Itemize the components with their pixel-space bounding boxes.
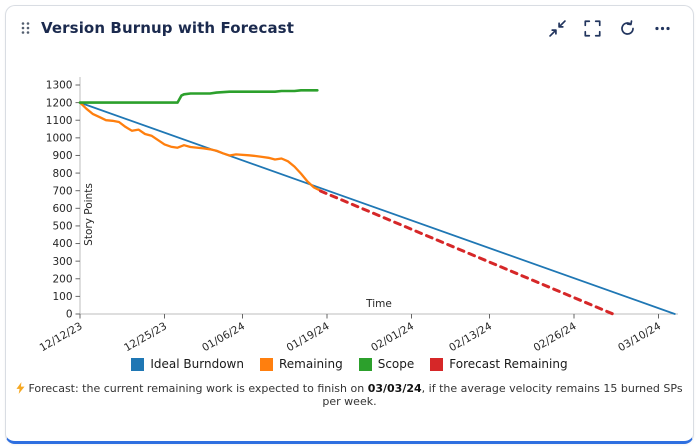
series-forecast-remaining xyxy=(319,189,615,316)
x-tick-label: 01/19/24 xyxy=(285,320,332,354)
forecast-date: 03/03/24 xyxy=(367,382,422,395)
series-scope xyxy=(78,88,319,104)
y-tick-label: 400 xyxy=(52,238,72,250)
forecast-note: Forecast: the current remaining work is … xyxy=(6,382,693,408)
forecast-text-prefix: Forecast: the current remaining work is … xyxy=(28,382,368,395)
series-ideal-burndown xyxy=(79,101,676,315)
legend-label: Ideal Burndown xyxy=(150,357,244,371)
legend-item-remaining[interactable]: Remaining xyxy=(259,357,343,371)
widget-header: Version Burnup with Forecast xyxy=(6,6,693,37)
burnup-chart: 0 100 200 300 400 500 600 700 800 900 1000 1100 1200… xyxy=(38,77,678,354)
forecast-text-suffix: , if the average velocity remains 15 bur… xyxy=(322,382,683,408)
x-tick-label: 02/13/24 xyxy=(447,320,494,354)
drag-handle-icon[interactable] xyxy=(20,20,31,36)
legend-label: Forecast Remaining xyxy=(449,357,568,371)
y-tick-label: 900 xyxy=(52,150,72,162)
y-tick-label: 600 xyxy=(52,203,72,215)
collapse-icon[interactable] xyxy=(549,19,566,37)
y-tick-label: 300 xyxy=(52,256,72,268)
y-tick-label: 1300 xyxy=(46,80,73,92)
x-axis-label: Time xyxy=(365,298,392,310)
y-tick-label: 1100 xyxy=(46,115,73,127)
legend-label: Remaining xyxy=(278,357,343,371)
legend-swatch xyxy=(430,357,444,371)
y-tick-label: 500 xyxy=(52,221,72,233)
x-tick-label: 12/12/23 xyxy=(38,320,85,354)
header-actions xyxy=(549,19,671,37)
more-icon[interactable] xyxy=(654,20,671,37)
y-tick-label: 1200 xyxy=(46,97,73,109)
x-tick-label: 01/06/24 xyxy=(200,320,247,354)
chart-legend: Ideal Burndown Remaining Scope Forecast Rem… xyxy=(6,357,693,371)
y-tick-label: 700 xyxy=(52,185,72,197)
legend-swatch xyxy=(358,357,372,371)
x-tick-label: 02/26/24 xyxy=(532,320,579,354)
widget-title: Version Burnup with Forecast xyxy=(41,19,294,37)
lightning-icon xyxy=(16,382,25,394)
refresh-icon[interactable] xyxy=(619,19,636,37)
y-tick-label: 800 xyxy=(52,168,72,180)
legend-item-forecast-remaining[interactable]: Forecast Remaining xyxy=(430,357,568,371)
y-tick-label: 100 xyxy=(52,291,72,303)
series-remaining xyxy=(78,101,322,192)
legend-item-scope[interactable]: Scope xyxy=(358,357,415,371)
fullscreen-icon[interactable] xyxy=(584,19,601,37)
x-tick-label: 12/25/23 xyxy=(122,320,169,354)
y-axis-label: Story Points xyxy=(83,183,95,246)
y-tick-label: 1000 xyxy=(46,133,73,145)
legend-swatch xyxy=(131,357,145,371)
legend-item-ideal-burndown[interactable]: Ideal Burndown xyxy=(131,357,244,371)
legend-label: Scope xyxy=(377,357,415,371)
x-tick-label: 03/10/24 xyxy=(616,320,663,354)
x-tick-label: 02/01/24 xyxy=(369,320,416,354)
widget-card: Version Burnup with Forecast xyxy=(5,5,694,444)
y-tick-label: 0 xyxy=(66,309,73,321)
legend-swatch xyxy=(259,357,273,371)
y-tick-label: 200 xyxy=(52,273,72,285)
